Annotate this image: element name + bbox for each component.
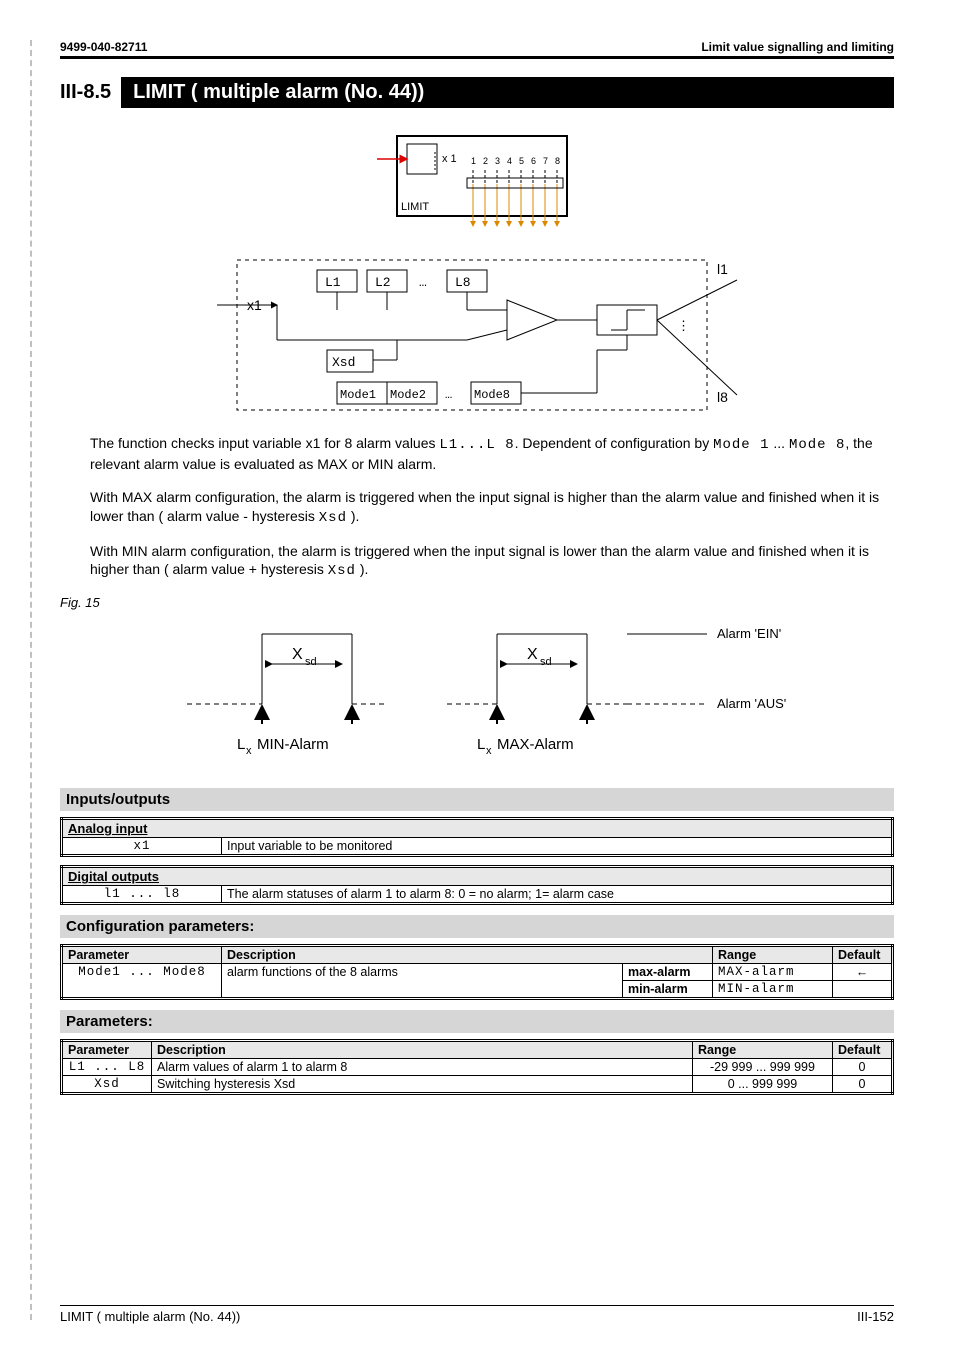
svg-text:L8: L8	[455, 275, 471, 290]
svg-text:L2: L2	[375, 275, 391, 290]
cfg-sub1-def: ←	[833, 964, 893, 981]
header-right: Limit value signalling and limiting	[701, 40, 894, 54]
svg-text:Mode8: Mode8	[474, 388, 510, 402]
section-label: LIMIT ( multiple alarm (No. 44))	[121, 77, 894, 108]
cfg-col3: Range	[713, 946, 833, 964]
par-col3: Range	[693, 1041, 833, 1059]
par-table: Parameter Description Range Default L1 .…	[60, 1039, 894, 1095]
svg-text:3: 3	[495, 156, 500, 166]
analog-row-param: x1	[62, 838, 222, 856]
svg-text:…: …	[419, 275, 427, 290]
block-label: LIMIT	[401, 201, 429, 213]
par-col4: Default	[833, 1041, 893, 1059]
svg-text:7: 7	[543, 156, 548, 166]
svg-text:L: L	[237, 736, 245, 753]
footer-left: LIMIT ( multiple alarm (No. 44))	[60, 1309, 240, 1324]
cfg-sub1-range: MAX-alarm	[713, 964, 833, 981]
footer-right: III-152	[857, 1309, 894, 1324]
par-col1: Parameter	[62, 1041, 152, 1059]
svg-text:X: X	[292, 646, 303, 663]
cfg-header: Configuration parameters:	[60, 915, 894, 938]
svg-text:1: 1	[471, 156, 476, 166]
svg-text:L1: L1	[325, 275, 341, 290]
par-col2: Description	[152, 1041, 693, 1059]
cfg-param: Mode1 ... Mode8	[62, 964, 222, 999]
fig15-diagram: Alarm 'EIN' Alarm 'AUS' Xsd Lx MIN-Alarm…	[127, 614, 827, 774]
svg-text:x: x	[246, 745, 252, 757]
svg-text:2: 2	[483, 156, 488, 166]
analog-input-title: Analog input	[62, 819, 893, 838]
block-input-label: x 1	[442, 153, 457, 165]
cfg-sub1: max-alarm	[628, 965, 691, 979]
analog-input-table: Analog input x1 Input variable to be mon…	[60, 817, 894, 857]
digital-row-desc: The alarm statuses of alarm 1 to alarm 8…	[222, 886, 893, 904]
paragraph-1: The function checks input variable x1 fo…	[90, 434, 894, 474]
limit-block-diagram: x 1 LIMIT 1234 5678	[347, 126, 607, 236]
svg-text:X: X	[527, 646, 538, 663]
cfg-sub2: min-alarm	[628, 982, 688, 996]
svg-text:5: 5	[519, 156, 524, 166]
par-header: Parameters:	[60, 1010, 894, 1033]
svg-text:6: 6	[531, 156, 536, 166]
cfg-sub2-range: MIN-alarm	[713, 981, 833, 999]
cfg-col2: Description	[222, 946, 713, 964]
svg-text:Alarm 'AUS': Alarm 'AUS'	[717, 696, 786, 711]
page-footer: LIMIT ( multiple alarm (No. 44)) III-152	[60, 1305, 894, 1324]
paragraph-2: With MAX alarm configuration, the alarm …	[90, 488, 894, 528]
paragraph-3: With MIN alarm configuration, the alarm …	[90, 542, 894, 582]
svg-text:Mode2: Mode2	[390, 388, 426, 402]
svg-text:8: 8	[555, 156, 560, 166]
table-row: Xsd Switching hysteresis Xsd 0 ... 999 9…	[62, 1076, 893, 1094]
svg-text:⋮: ⋮	[677, 318, 690, 333]
svg-text:sd: sd	[540, 656, 552, 668]
svg-text:x: x	[486, 745, 492, 757]
svg-text:4: 4	[507, 156, 512, 166]
svg-text:Mode1: Mode1	[340, 388, 376, 402]
limit-structure-diagram: x1 L1 L2 … L8 Xsd Mode1 Mode2 … Mode8	[197, 250, 757, 420]
io-header: Inputs/outputs	[60, 788, 894, 811]
cfg-col4: Default	[833, 946, 893, 964]
figure-label: Fig. 15	[60, 595, 894, 610]
svg-text:MIN-Alarm: MIN-Alarm	[257, 736, 329, 753]
table-row: L1 ... L8 Alarm values of alarm 1 to ala…	[62, 1059, 893, 1076]
cfg-desc: alarm functions of the 8 alarms	[222, 964, 623, 999]
digital-output-table: Digital outputs l1 ... l8 The alarm stat…	[60, 865, 894, 905]
analog-row-desc: Input variable to be monitored	[222, 838, 893, 856]
header-left: 9499-040-82711	[60, 40, 147, 54]
section-number: III-8.5	[60, 77, 121, 108]
svg-text:L: L	[477, 736, 485, 753]
svg-text:Alarm 'EIN': Alarm 'EIN'	[717, 626, 781, 641]
cfg-col1: Parameter	[62, 946, 222, 964]
page-header: 9499-040-82711 Limit value signalling an…	[60, 40, 894, 59]
cfg-table: Parameter Description Range Default Mode…	[60, 944, 894, 1000]
section-title: III-8.5 LIMIT ( multiple alarm (No. 44))	[60, 77, 894, 108]
svg-text:…: …	[445, 388, 452, 402]
svg-text:MAX-Alarm: MAX-Alarm	[497, 736, 574, 753]
digital-output-title: Digital outputs	[62, 867, 893, 886]
d2-xsd: Xsd	[332, 355, 355, 370]
digital-row-param: l1 ... l8	[62, 886, 222, 904]
svg-text:sd: sd	[305, 656, 317, 668]
svg-text:l1: l1	[717, 261, 728, 277]
svg-text:l8: l8	[717, 389, 728, 405]
cfg-sub2-def	[833, 981, 893, 999]
